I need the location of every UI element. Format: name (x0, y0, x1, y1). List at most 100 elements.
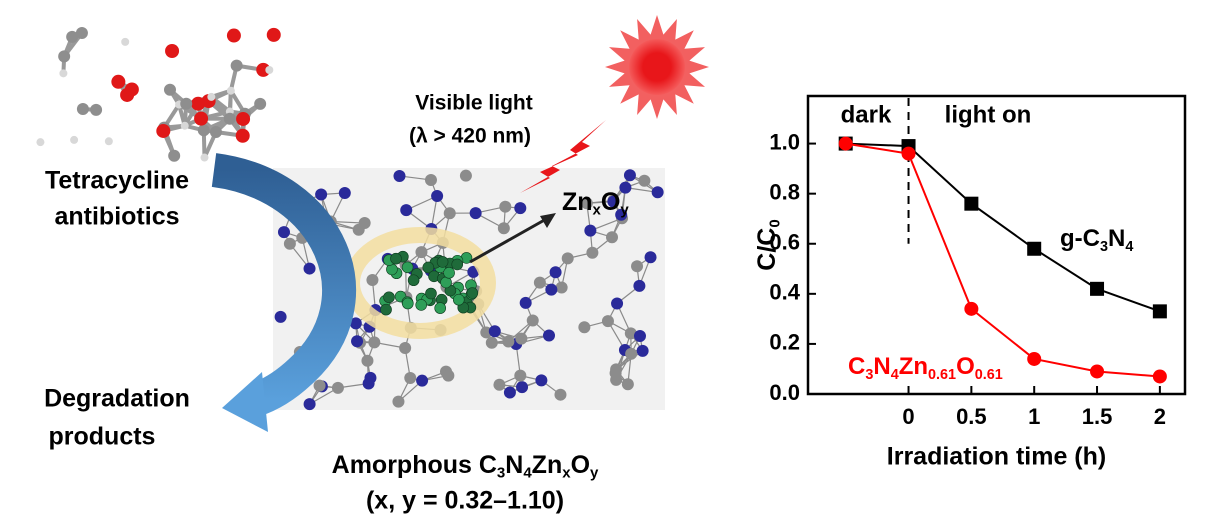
atom (415, 246, 428, 259)
mol-atom (76, 102, 89, 115)
text-part: Zn (532, 451, 563, 479)
pointer-head (540, 213, 556, 228)
mol-atom (111, 74, 126, 89)
mol-atom (168, 149, 181, 162)
subscript: x (562, 464, 571, 481)
atom (331, 381, 344, 394)
data-point (901, 146, 916, 161)
cluster-atom (380, 303, 392, 316)
mol-atom (180, 97, 193, 110)
data-point (1152, 304, 1167, 319)
atom (526, 314, 539, 327)
mol-atom (191, 96, 206, 111)
data-point (838, 136, 853, 151)
mol-atom (207, 92, 216, 101)
mol-atom (226, 28, 241, 43)
product-label: products (49, 423, 156, 451)
y-axis-label: C/C0​ (753, 219, 784, 270)
data-point (1090, 281, 1105, 296)
data-point (964, 196, 979, 211)
text-part: C/C (753, 228, 781, 271)
atom (503, 386, 516, 399)
cluster-atom (390, 252, 402, 265)
atom (499, 200, 512, 213)
atom (607, 195, 620, 208)
atom (631, 260, 644, 273)
atom (621, 378, 634, 391)
cluster-atom (451, 258, 464, 271)
atom (442, 369, 455, 382)
y-tick-label: 0.2 (769, 330, 800, 355)
text-part: g-C (1060, 225, 1100, 252)
atom (443, 207, 456, 220)
atom (303, 398, 316, 411)
atom (283, 237, 296, 250)
mol-atom (165, 43, 180, 58)
molecule (36, 27, 281, 162)
cluster-atom (436, 256, 449, 268)
atom (623, 169, 636, 182)
x-tick-label: 2 (1154, 404, 1166, 429)
process-arrow-head (222, 372, 268, 432)
atom (519, 296, 532, 309)
atom (533, 276, 546, 289)
text-part: Zn (562, 188, 593, 216)
atom (277, 226, 290, 239)
mol-atom (209, 126, 222, 139)
sun (605, 15, 709, 119)
x-axis-label: Irradiation time (h) (887, 443, 1106, 471)
atom (633, 329, 646, 342)
atom (584, 224, 597, 237)
subscript: 0.61 (975, 367, 1003, 383)
series-label: g-C3​N4​ (1060, 225, 1133, 255)
cluster-atom (434, 302, 447, 314)
atom (364, 371, 377, 384)
molecule-label: Tetracycline (45, 167, 189, 195)
cluster-atom (422, 261, 435, 274)
atom (601, 315, 614, 328)
sun-core (629, 39, 685, 95)
atom (393, 169, 406, 182)
atom (361, 354, 374, 367)
mol-atom (75, 27, 88, 40)
x-tick-label: 0 (902, 404, 914, 429)
atom (516, 381, 529, 394)
atom (274, 310, 287, 323)
atom (543, 329, 556, 342)
atom (431, 190, 444, 203)
material-label: Amorphous C3​N4​Znx​Oy​ (332, 451, 599, 482)
cluster-atom (443, 267, 455, 279)
atom (610, 363, 623, 376)
atom (351, 335, 364, 348)
atom (561, 252, 574, 265)
mol-atom (58, 50, 71, 63)
data-point (1090, 364, 1105, 379)
mol-atom (256, 62, 271, 77)
x-tick-label: 0.5 (956, 404, 987, 429)
atom (535, 374, 548, 387)
mol-atom (266, 27, 281, 42)
atom (549, 266, 562, 279)
atom (392, 395, 405, 408)
atom (624, 327, 637, 340)
subscript: 4 (891, 367, 899, 383)
y-tick-label: 0.4 (769, 280, 800, 305)
text-part: C (848, 353, 865, 380)
text-part: N (1108, 225, 1125, 252)
atom (615, 208, 628, 221)
atom (555, 281, 568, 294)
atom (514, 369, 527, 382)
mol-atom (36, 138, 45, 147)
process-arrow (211, 153, 356, 417)
atom (611, 297, 624, 310)
mol-atom (197, 124, 210, 137)
text-part: O (956, 353, 975, 380)
mol-atom (124, 82, 139, 97)
mol-atom (194, 111, 209, 126)
mol-atom (70, 135, 79, 144)
data-point (1027, 351, 1042, 366)
atom (636, 344, 649, 357)
atom (469, 207, 482, 220)
text-part: N (873, 353, 890, 380)
